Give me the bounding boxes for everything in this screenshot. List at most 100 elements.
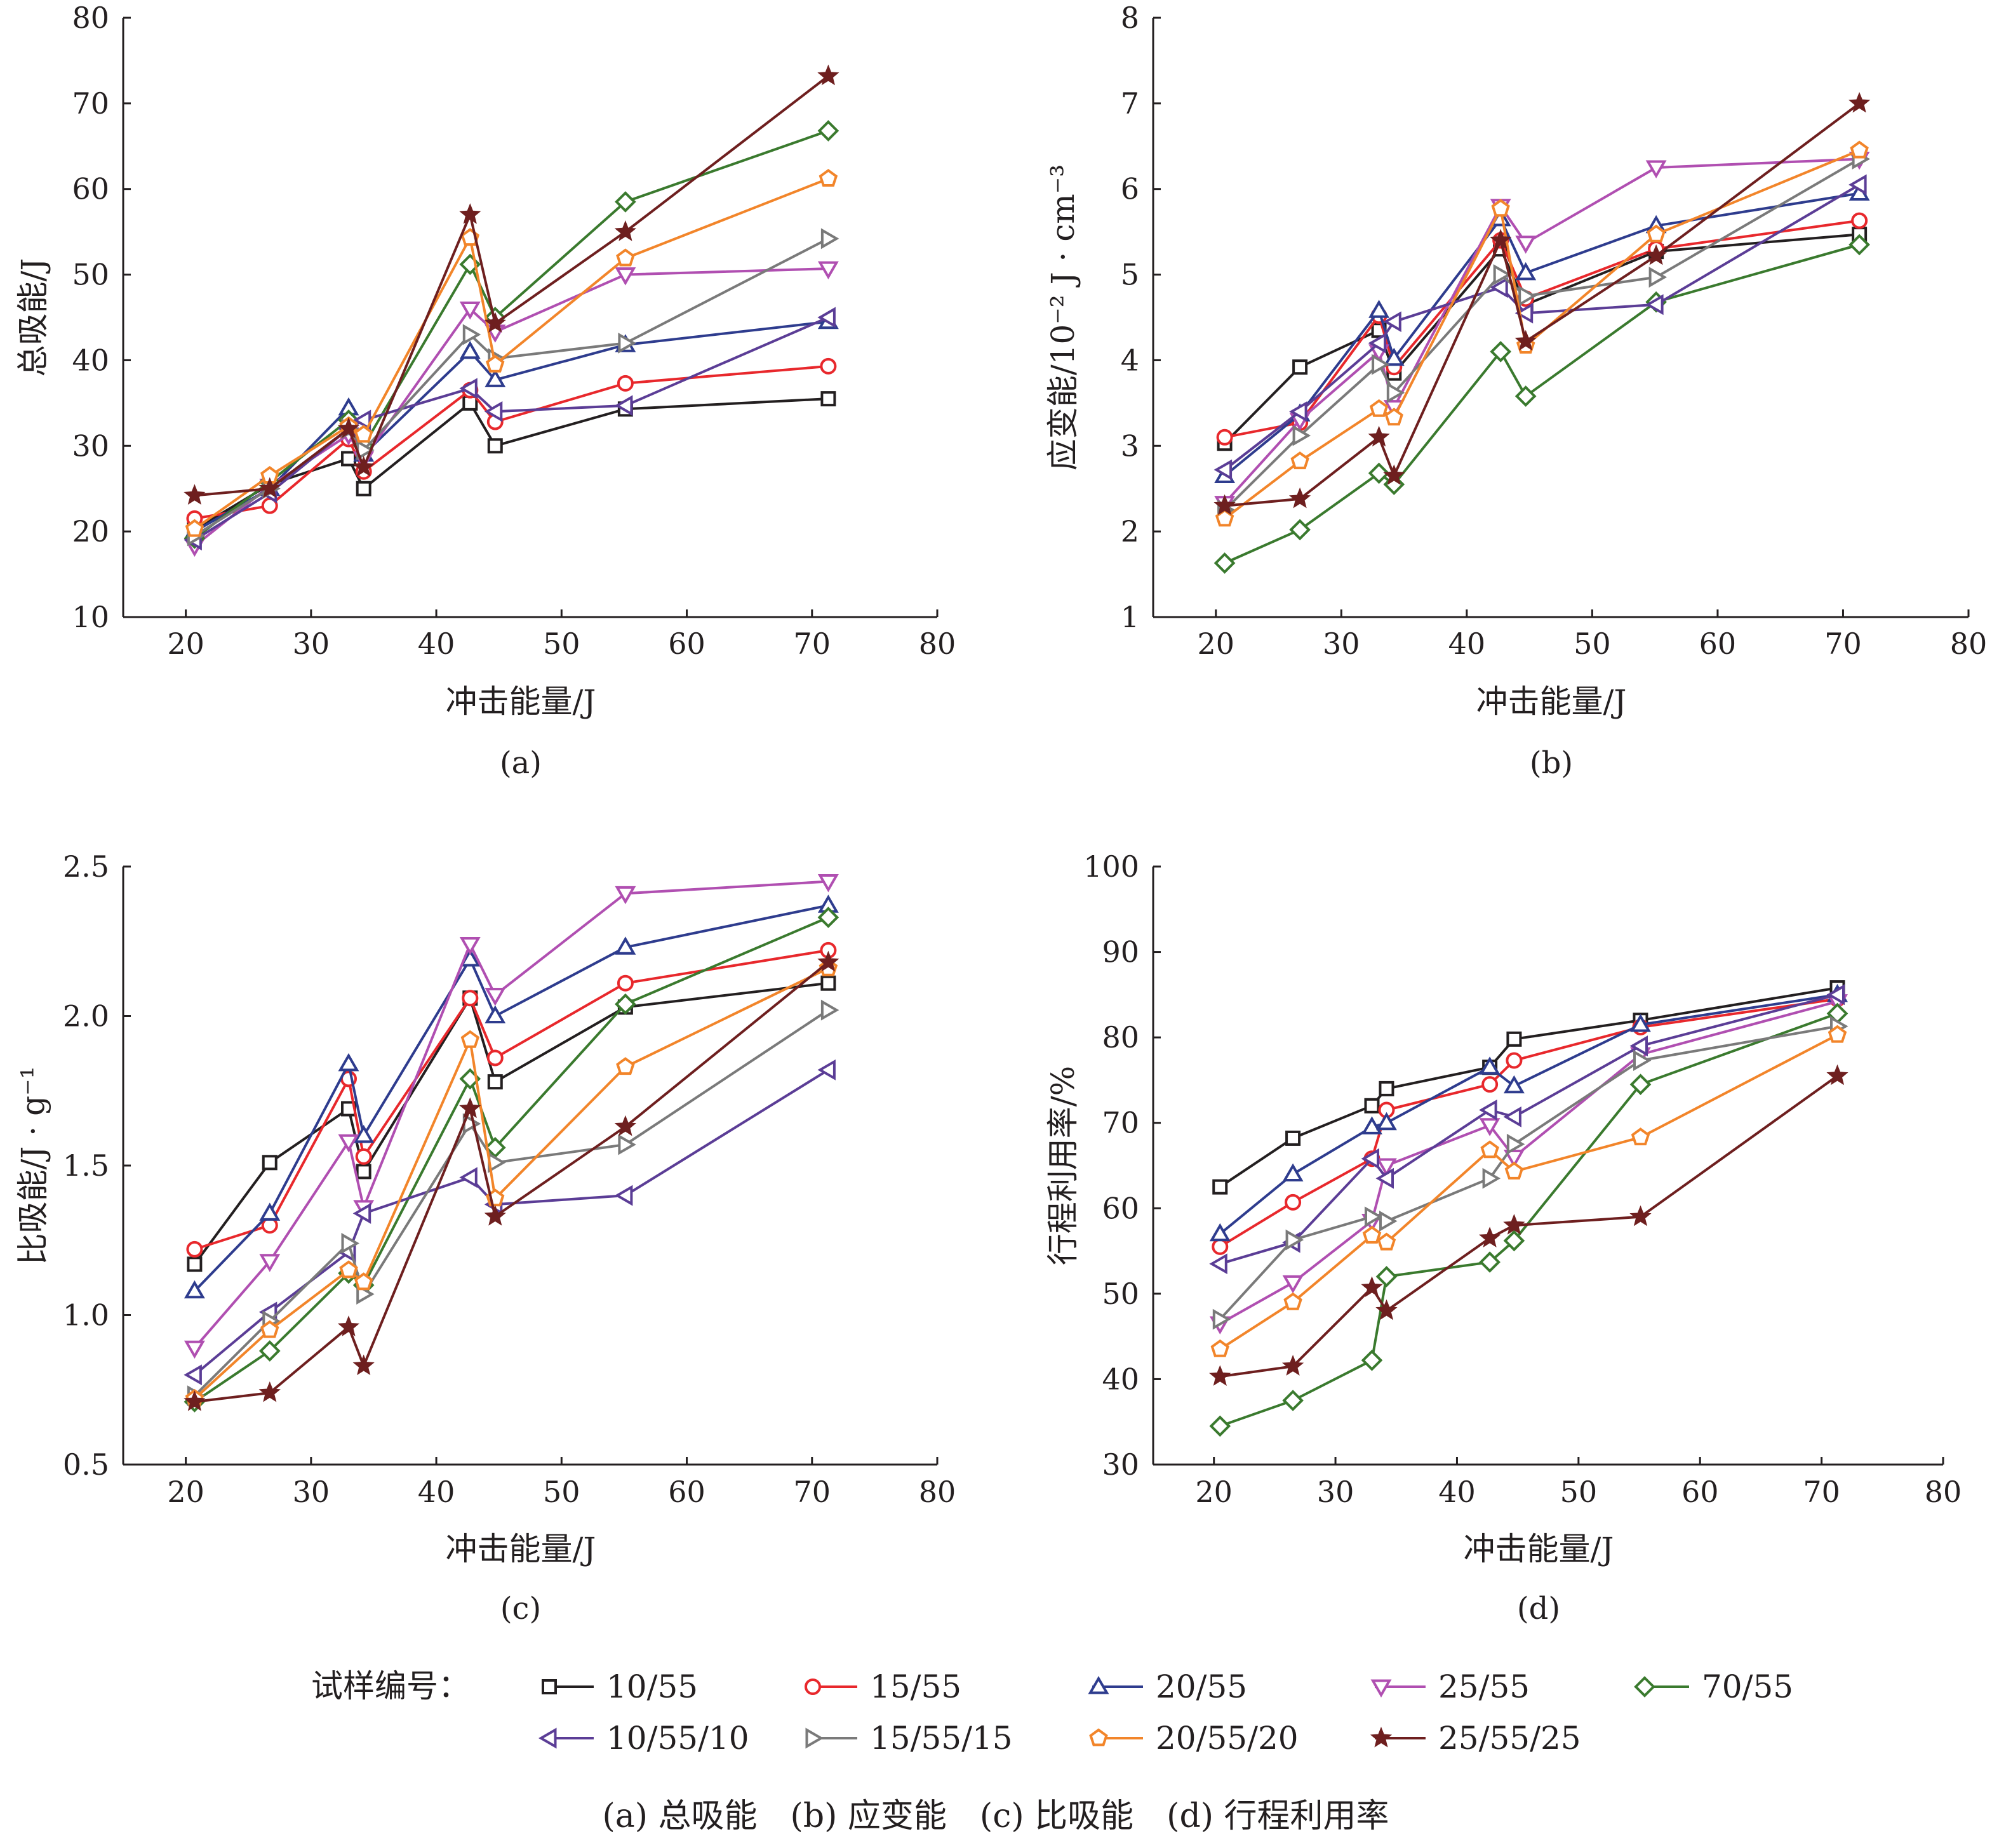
x-tick-label: 20 <box>1197 627 1234 661</box>
x-axis-title: 冲击能量/J <box>1476 683 1627 720</box>
panel-label: (a) <box>500 745 542 781</box>
legend: 试样编号： 10/55 15/55 20/55 25/55 70/55 10/55/10 15… <box>311 1668 1793 1757</box>
data-point <box>616 248 635 267</box>
data-point <box>353 1124 375 1143</box>
y-tick-label: 70 <box>72 86 109 121</box>
series-line <box>194 961 829 1404</box>
legend-label: 25/55 <box>1438 1668 1530 1705</box>
legend-label: 25/55/25 <box>1438 1720 1581 1757</box>
data-point <box>614 1115 637 1136</box>
x-tick-label: 40 <box>1438 1475 1476 1509</box>
y-tick-label: 3 <box>1121 429 1139 463</box>
series-line <box>194 237 829 537</box>
series-25-55-25 <box>184 950 839 1411</box>
data-point <box>484 401 503 422</box>
data-point <box>355 1148 372 1165</box>
x-tick-label: 70 <box>1803 1475 1840 1509</box>
series-20-55 <box>184 894 839 1299</box>
data-point <box>1376 1158 1397 1177</box>
x-tick-label: 30 <box>1317 1475 1354 1509</box>
chart-panel-3: 20 30 40 50 60 70 80 0.5 1.0 1.5 2.0 2.5 冲击能量/J 比吸能/J… <box>15 849 956 1626</box>
data-point <box>258 1381 281 1402</box>
data-point <box>1282 1275 1304 1294</box>
panel-label: (c) <box>500 1591 541 1626</box>
data-point <box>484 312 506 333</box>
legend-marker <box>1370 1726 1393 1748</box>
series-20-55 <box>184 310 839 539</box>
data-point <box>184 1340 205 1359</box>
x-tick-label: 20 <box>167 627 204 661</box>
data-point <box>1518 285 1537 307</box>
data-point <box>1629 1035 1648 1057</box>
series-line <box>194 75 829 497</box>
data-point <box>1490 341 1512 362</box>
data-point <box>1368 333 1387 354</box>
x-tick-label: 20 <box>167 1475 204 1509</box>
series-25-55 <box>184 261 839 557</box>
series-line <box>1224 243 1860 564</box>
data-point <box>1645 160 1667 178</box>
series-line <box>194 364 829 520</box>
data-point <box>352 1202 371 1224</box>
x-tick-label: 80 <box>919 1475 956 1509</box>
series-15-55-15 <box>187 228 839 547</box>
data-point <box>341 1233 359 1254</box>
x-tick-label: 50 <box>543 1475 580 1509</box>
x-tick-label: 50 <box>543 627 580 661</box>
data-point <box>184 1390 206 1411</box>
series-20-55-20 <box>185 958 838 1407</box>
data-point <box>459 340 481 359</box>
data-point <box>614 395 633 416</box>
data-point <box>820 228 839 249</box>
series-line <box>194 177 829 530</box>
data-point <box>184 484 206 505</box>
series-10-55 <box>1217 227 1868 451</box>
data-point <box>1215 509 1234 527</box>
data-point <box>1503 1106 1521 1127</box>
data-point <box>615 267 636 286</box>
legend-item: 20/55 <box>1088 1668 1247 1705</box>
legend-marker <box>1089 1728 1108 1746</box>
y-axis-title: 应变能/10⁻² J · cm⁻³ <box>1045 164 1081 470</box>
series-15-55 <box>1212 990 1846 1255</box>
x-tick-label: 50 <box>1574 627 1611 661</box>
data-point <box>339 1260 358 1279</box>
data-point <box>1481 1076 1499 1093</box>
data-point <box>338 1134 359 1153</box>
x-tick-label: 70 <box>793 1475 831 1509</box>
data-point <box>459 1097 481 1119</box>
series-10-55 <box>1212 980 1845 1195</box>
legend-item: 25/55 <box>1370 1668 1530 1705</box>
data-point <box>817 261 839 280</box>
data-point <box>459 378 478 399</box>
data-point <box>1285 1130 1301 1146</box>
data-point <box>1368 300 1390 318</box>
data-point <box>462 990 479 1007</box>
series-line <box>193 904 829 1293</box>
series-15-55-15 <box>1217 149 1871 521</box>
data-point <box>462 324 481 345</box>
y-tick-label: 30 <box>72 429 109 463</box>
data-point <box>1379 1080 1394 1096</box>
x-tick-label: 80 <box>919 627 956 661</box>
y-tick-label: 20 <box>72 514 109 548</box>
data-point <box>1647 224 1666 243</box>
data-point <box>1292 425 1311 446</box>
x-axis-title: 冲击能量/J <box>446 1531 596 1567</box>
legend-label: 10/55 <box>606 1668 698 1705</box>
data-point <box>817 950 839 972</box>
y-tick-label: 100 <box>1083 849 1139 884</box>
y-tick-label: 2.5 <box>63 849 109 884</box>
series-10-55 <box>187 391 836 538</box>
data-point <box>1480 1140 1499 1159</box>
series-line <box>1219 997 1838 1248</box>
series-10-55-10 <box>1209 984 1845 1275</box>
data-point <box>1386 382 1405 404</box>
data-point <box>1212 1238 1229 1255</box>
data-point <box>1289 519 1311 541</box>
y-tick-label: 6 <box>1121 172 1139 206</box>
data-point <box>1478 1226 1501 1247</box>
series-line <box>1219 987 1838 1188</box>
legend-item: 70/55 <box>1634 1668 1793 1705</box>
data-point <box>1383 347 1405 366</box>
